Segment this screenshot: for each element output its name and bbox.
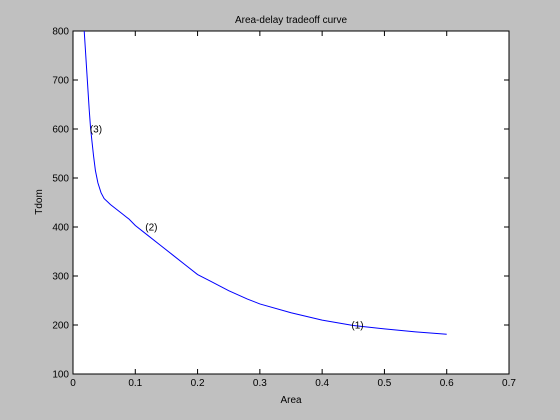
x-tick-label: 0.6: [440, 378, 454, 389]
series-line: [83, 30, 447, 335]
x-tick-label: 0.4: [315, 378, 329, 389]
chart-title: Area-delay tradeoff curve: [235, 15, 348, 26]
y-tick-label: 200: [52, 321, 69, 332]
y-tick-label: 100: [52, 370, 69, 381]
annotation-label: (1): [351, 321, 363, 332]
y-tick-label: 400: [52, 223, 69, 234]
annotation-label: (3): [90, 125, 102, 136]
x-tick-label: 0.2: [191, 378, 205, 389]
y-axis-label: Tdom: [34, 189, 45, 215]
y-tick-label: 700: [52, 76, 69, 87]
annotation-label: (2): [145, 223, 157, 234]
x-axis-label: Area: [280, 395, 302, 406]
y-tick-label: 800: [52, 27, 69, 38]
axis-ticks: [72, 30, 510, 375]
plot-area: [72, 30, 510, 375]
annotations: (3) (2) (1): [90, 125, 364, 332]
axis-tick-labels: 0 0.1 0.2 0.3 0.4 0.5 0.6 0.7 100 200 300 400 500 600…: [52, 27, 516, 390]
y-tick-label: 500: [52, 174, 69, 185]
y-tick-label: 300: [52, 272, 69, 283]
x-tick-label: 0: [70, 378, 76, 389]
y-tick-label: 600: [52, 125, 69, 136]
x-tick-label: 0.3: [253, 378, 267, 389]
x-tick-label: 0.1: [128, 378, 142, 389]
x-tick-label: 0.7: [502, 378, 516, 389]
x-tick-label: 0.5: [377, 378, 391, 389]
